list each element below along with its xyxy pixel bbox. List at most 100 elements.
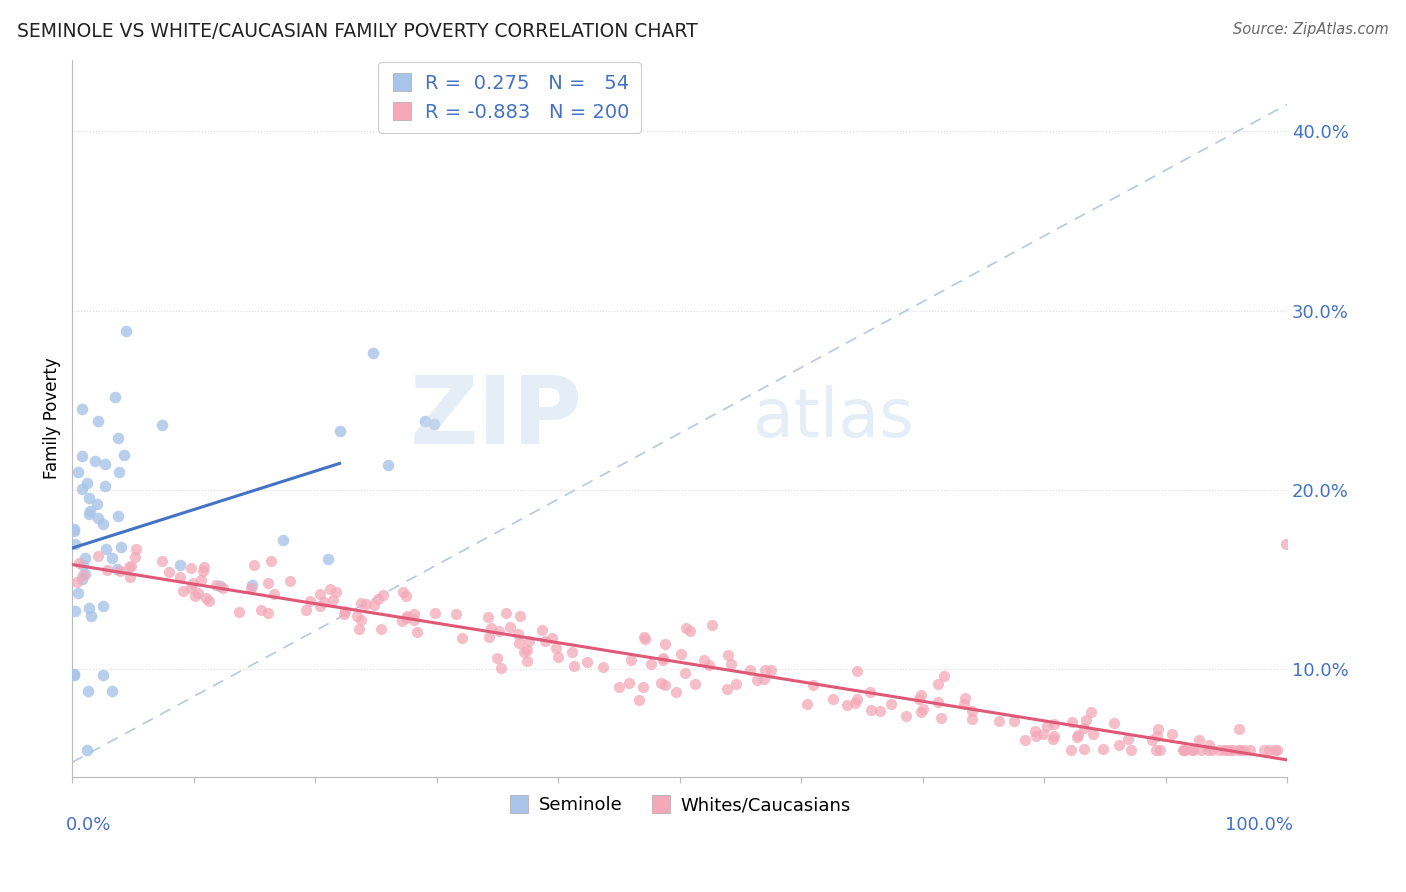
- Point: [278, 574, 301, 589]
- Point: [673, 666, 696, 681]
- Point: [880, 697, 903, 711]
- Point: [508, 635, 530, 649]
- Point: [652, 653, 675, 667]
- Point: [927, 695, 949, 709]
- Point: [634, 632, 657, 647]
- Point: [1264, 743, 1286, 757]
- Point: [422, 417, 444, 431]
- Point: [1142, 733, 1164, 747]
- Point: [299, 594, 322, 608]
- Point: [1073, 721, 1095, 735]
- Point: [86, 510, 108, 524]
- Point: [929, 711, 952, 725]
- Point: [423, 606, 446, 620]
- Point: [1060, 742, 1083, 756]
- Point: [627, 693, 650, 707]
- Point: [72, 558, 94, 573]
- Point: [96, 563, 118, 577]
- Point: [1197, 743, 1219, 757]
- Point: [869, 704, 891, 718]
- Point: [1081, 727, 1104, 741]
- Point: [316, 551, 339, 566]
- Point: [506, 626, 529, 640]
- Point: [66, 575, 89, 590]
- Point: [912, 702, 935, 716]
- Point: [184, 589, 207, 603]
- Point: [724, 677, 747, 691]
- Point: [1024, 723, 1046, 738]
- Point: [325, 585, 347, 599]
- Point: [1171, 743, 1194, 757]
- Point: [562, 658, 585, 673]
- Point: [910, 689, 932, 703]
- Point: [197, 593, 219, 607]
- Point: [91, 599, 114, 613]
- Point: [377, 458, 399, 472]
- Point: [1062, 715, 1084, 730]
- Point: [796, 697, 818, 711]
- Point: [716, 648, 738, 663]
- Point: [63, 524, 86, 538]
- Point: [392, 585, 415, 599]
- Point: [692, 653, 714, 667]
- Point: [193, 560, 215, 574]
- Point: [75, 566, 97, 581]
- Point: [181, 575, 204, 590]
- Point: [1032, 727, 1054, 741]
- Point: [187, 586, 209, 600]
- Point: [312, 594, 335, 608]
- Point: [322, 593, 344, 607]
- Point: [120, 559, 142, 574]
- Point: [108, 565, 131, 579]
- Point: [367, 592, 389, 607]
- Point: [1073, 742, 1095, 756]
- Point: [444, 607, 467, 621]
- Point: [607, 680, 630, 694]
- Point: [654, 678, 676, 692]
- Point: [1233, 743, 1256, 757]
- Point: [205, 577, 228, 591]
- Point: [1147, 722, 1170, 736]
- Point: [91, 517, 114, 532]
- Point: [1042, 716, 1064, 731]
- Point: [169, 558, 191, 573]
- Point: [1174, 743, 1197, 757]
- Point: [67, 465, 90, 479]
- Point: [84, 454, 107, 468]
- Point: [631, 680, 654, 694]
- Point: [396, 608, 419, 623]
- Point: [91, 668, 114, 682]
- Point: [77, 684, 100, 698]
- Point: [395, 611, 418, 625]
- Point: [271, 533, 294, 548]
- Point: [1275, 536, 1298, 550]
- Point: [250, 603, 273, 617]
- Point: [73, 551, 96, 566]
- Point: [754, 663, 776, 677]
- Point: [1160, 727, 1182, 741]
- Point: [679, 624, 702, 638]
- Point: [640, 657, 662, 671]
- Point: [745, 673, 768, 688]
- Point: [363, 598, 385, 612]
- Point: [180, 561, 202, 575]
- Point: [333, 604, 356, 618]
- Point: [1181, 743, 1204, 757]
- Point: [1067, 728, 1090, 742]
- Point: [86, 497, 108, 511]
- Point: [87, 549, 110, 564]
- Point: [1180, 743, 1202, 757]
- Point: [908, 691, 931, 706]
- Point: [513, 645, 536, 659]
- Point: [1036, 719, 1059, 733]
- Point: [76, 743, 98, 757]
- Point: [391, 614, 413, 628]
- Point: [94, 479, 117, 493]
- Point: [530, 623, 553, 637]
- Point: [1116, 731, 1139, 746]
- Point: [150, 554, 173, 568]
- Point: [509, 609, 531, 624]
- Point: [347, 622, 370, 636]
- Point: [859, 685, 882, 699]
- Point: [576, 655, 599, 669]
